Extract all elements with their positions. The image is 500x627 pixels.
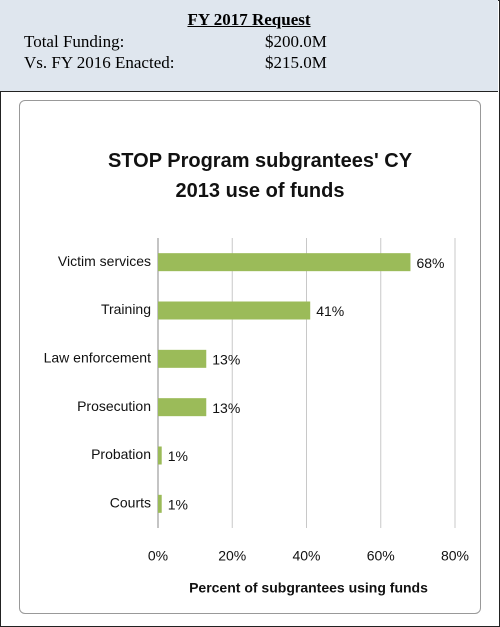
value-label: 13%: [212, 400, 240, 416]
value-label: 1%: [168, 448, 188, 464]
y-tick-label: Victim services: [58, 253, 151, 269]
chart-panel: [19, 100, 481, 614]
x-tick-label: 40%: [292, 548, 320, 564]
y-tick-label: Prosecution: [77, 398, 151, 414]
value-label: 41%: [316, 303, 344, 319]
value-label: 68%: [416, 255, 444, 271]
y-tick-label: Probation: [91, 446, 151, 462]
request-header: FY 2017 Request Total Funding: $200.0M V…: [0, 0, 498, 92]
row-label: Vs. FY 2016 Enacted:: [24, 53, 175, 72]
bar: [158, 494, 162, 513]
x-axis-title: Percent of subgrantees using funds: [189, 580, 428, 596]
row-value: $200.0M: [265, 32, 327, 51]
row-label: Total Funding:: [24, 32, 125, 51]
bar: [158, 446, 162, 465]
bar: [158, 253, 411, 272]
header-title: FY 2017 Request: [187, 10, 311, 29]
x-tick-label: 60%: [367, 548, 395, 564]
bar: [158, 301, 311, 320]
x-tick-label: 20%: [218, 548, 246, 564]
chart-title: STOP Program subgrantees' CY 2013 use of…: [107, 150, 413, 202]
x-tick-label: 80%: [441, 548, 469, 564]
bar: [158, 349, 207, 368]
row-value: $215.0M: [265, 53, 327, 72]
y-tick-label: Courts: [110, 495, 151, 511]
y-tick-label: Training: [101, 301, 151, 317]
value-label: 13%: [212, 352, 240, 368]
value-label: 1%: [168, 497, 188, 513]
y-tick-label: Law enforcement: [44, 350, 152, 366]
x-tick-label: 0%: [148, 548, 168, 564]
bar: [158, 398, 207, 417]
